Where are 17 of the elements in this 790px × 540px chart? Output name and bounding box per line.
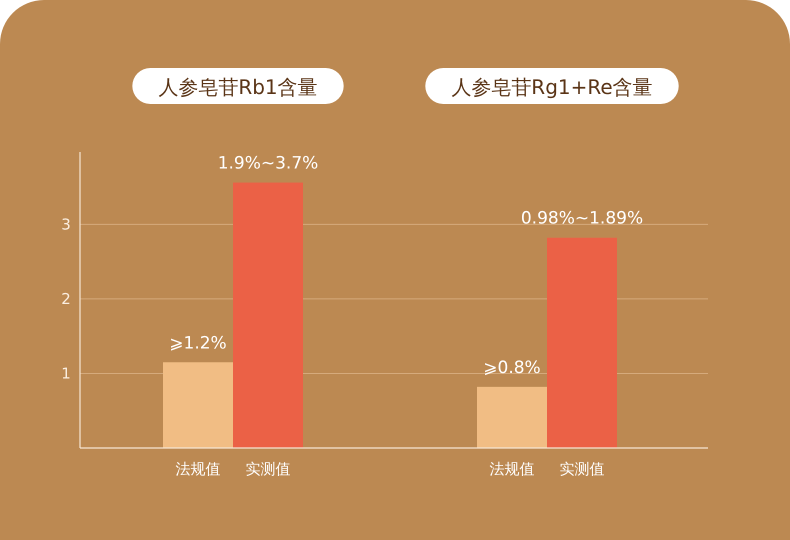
annotation: 1.9%~3.7%	[218, 154, 318, 174]
data-label: ⩾1.2%	[169, 333, 227, 354]
data-label: ⩾0.8%	[483, 358, 541, 378]
bar	[163, 362, 233, 448]
annotation: 0.98%~1.89%	[520, 208, 644, 229]
series-label: 法规值	[176, 460, 220, 478]
text: 实测值	[560, 460, 604, 478]
text: 法规值	[490, 460, 534, 478]
y-tick-label: 2	[61, 290, 71, 308]
x-tick-label: 人参皂苷Rb1含量	[158, 75, 318, 99]
bar	[233, 182, 303, 448]
y-tick-label: 3	[61, 215, 71, 234]
series-label: 实测值	[246, 460, 290, 478]
bar	[477, 386, 547, 448]
y-tick-label: 1	[61, 364, 71, 382]
x-tick-label: 人参皂苷Rg1+Re含量	[451, 75, 653, 99]
bar	[547, 238, 617, 448]
